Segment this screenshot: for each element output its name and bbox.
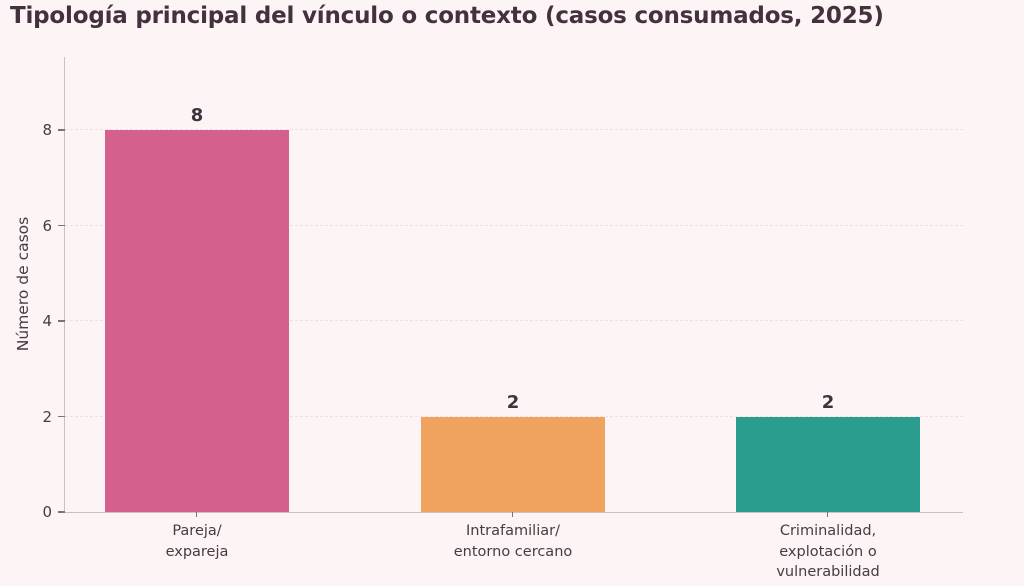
bar-intrafamiliar-entorno-cercano: [421, 416, 605, 512]
bar-group-pareja-expareja: 8: [47, 107, 347, 512]
x-category-label-pareja-expareja: Pareja/ expareja: [165, 523, 229, 560]
y-tick-label: 4: [42, 312, 52, 330]
y-axis-label: Número de casos: [14, 216, 32, 352]
x-tick-mark: [827, 512, 829, 517]
bar-value-label: 8: [190, 105, 204, 126]
x-tick-mark: [512, 512, 514, 517]
y-tick-mark: [58, 320, 65, 322]
y-tick-mark: [58, 129, 65, 131]
gridline: [65, 224, 963, 226]
x-category-label-criminalidad: Criminalidad, explotación o vulnerabilid…: [776, 523, 880, 581]
x-tick-mark: [196, 512, 198, 517]
y-tick-mark: [58, 415, 65, 418]
bar-value-label: 2: [506, 391, 520, 413]
gridline: [65, 320, 963, 321]
bar-pareja-expareja: [105, 130, 289, 512]
y-tick-label: 0: [42, 503, 52, 521]
chart-title: Tipología principal del vínculo o contex…: [10, 3, 884, 29]
bar-group-criminalidad: 2: [678, 391, 978, 512]
y-tick-mark: [58, 224, 65, 227]
y-tick-label: 6: [42, 216, 52, 235]
y-tick-label: 8: [42, 121, 52, 139]
bar-group-intrafamiliar: 2: [363, 391, 663, 512]
y-tick-label: 2: [42, 407, 52, 426]
bar-criminalidad-explotacion-vulnerabilidad: [736, 416, 920, 512]
plot-area: 0 2 4 6 8 8 2 2 Pareja/ expareja Intrafamili…: [42, 57, 963, 580]
y-tick-mark: [58, 511, 65, 513]
x-category-label-intrafamiliar: Intrafamiliar/ entorno cercano: [453, 523, 573, 560]
gridline: [65, 415, 963, 417]
gridline: [65, 129, 963, 130]
bar-value-label: 2: [821, 391, 835, 413]
